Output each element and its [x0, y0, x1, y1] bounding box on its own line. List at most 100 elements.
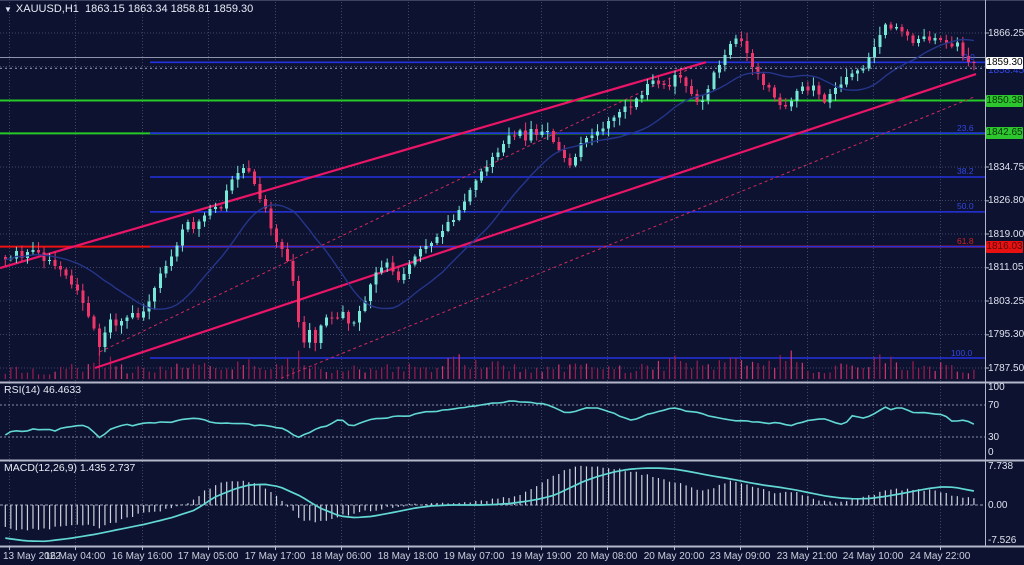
- candle-body: [225, 190, 229, 209]
- candle-body: [413, 256, 417, 265]
- volume-bar: [392, 372, 394, 379]
- candle-body: [922, 36, 926, 40]
- candle-body: [108, 319, 112, 333]
- volume-bar: [851, 365, 853, 379]
- symbol-ohlc-values: 1863.15 1863.34 1858.81 1859.30: [85, 3, 254, 15]
- volume-bar: [187, 367, 189, 379]
- volume-bar: [286, 358, 289, 379]
- time-axis-label[interactable]: 19 May 07:00: [443, 551, 505, 562]
- candle-body: [562, 150, 566, 158]
- volume-bar: [170, 367, 172, 379]
- volume-bar: [4, 373, 6, 379]
- volume-bar: [790, 350, 792, 379]
- volume-bar: [967, 373, 969, 379]
- volume-bar: [674, 355, 676, 379]
- candle-body: [778, 97, 782, 105]
- volume-bar: [203, 363, 206, 379]
- price-marker-box: 1859.30: [986, 56, 1023, 69]
- time-axis-label[interactable]: 18 May 06:00: [310, 551, 372, 562]
- volume-bar: [530, 372, 532, 379]
- candle-body: [457, 209, 461, 221]
- volume-bar: [602, 369, 604, 379]
- candle-body: [131, 312, 135, 318]
- volume-bar: [430, 372, 433, 379]
- time-axis-label[interactable]: 16 May 04:00: [44, 551, 106, 562]
- time-axis-label[interactable]: 17 May 05:00: [177, 551, 239, 562]
- candle-body: [191, 222, 195, 230]
- volume-bar: [264, 370, 267, 379]
- candle-body: [485, 166, 489, 172]
- volume-bar: [569, 364, 571, 379]
- volume-bar: [685, 362, 687, 379]
- symbol-info-bar: ▼ XAUUSD,H1 1863.15 1863.34 1858.81 1859.…: [4, 3, 253, 15]
- volume-bar: [934, 370, 936, 379]
- time-axis-label[interactable]: 23 May 09:00: [709, 551, 771, 562]
- candle-body: [894, 27, 898, 29]
- candle-body: [629, 106, 633, 108]
- volume-bar: [740, 360, 743, 379]
- price-tick-label: 1787.50: [988, 362, 1024, 374]
- candle-body: [513, 135, 517, 137]
- candle-body: [147, 301, 151, 312]
- volume-bar: [358, 369, 361, 379]
- volume-bar: [973, 369, 975, 379]
- macd-signal-line: [5, 467, 975, 543]
- macd-tick-label: -7.526: [988, 534, 1017, 546]
- candle-body: [75, 284, 79, 291]
- candle-body: [529, 128, 533, 141]
- volume-bar: [619, 365, 621, 379]
- candle-body: [839, 84, 843, 88]
- volume-bar: [807, 370, 809, 379]
- candle-body: [773, 87, 777, 98]
- candle-body: [25, 251, 29, 259]
- symbol-dropdown-icon[interactable]: ▼: [4, 5, 12, 14]
- candle-body: [535, 128, 539, 135]
- volume-bar: [314, 365, 316, 379]
- candle-body: [623, 106, 627, 112]
- candle-body: [822, 94, 826, 103]
- time-axis-label[interactable]: 23 May 21:00: [776, 551, 838, 562]
- candle-body: [70, 275, 74, 285]
- volume-bar: [109, 356, 112, 379]
- volume-bar: [198, 365, 200, 379]
- candle-body: [728, 43, 732, 55]
- volume-bar: [646, 365, 648, 379]
- candle-body: [14, 250, 18, 259]
- candle-body: [341, 311, 345, 319]
- time-axis-label[interactable]: 18 May 18:00: [377, 551, 439, 562]
- time-axis-label[interactable]: 24 May 22:00: [909, 551, 971, 562]
- volume-bar: [829, 372, 831, 379]
- volume-bar: [115, 366, 117, 379]
- candle-body: [690, 85, 694, 95]
- volume-bar: [126, 373, 128, 379]
- volume-bar: [37, 374, 40, 379]
- time-axis-label[interactable]: 17 May 17:00: [244, 551, 306, 562]
- time-axis-label[interactable]: 20 May 08:00: [576, 551, 638, 562]
- candle-body: [767, 84, 771, 88]
- time-axis-label[interactable]: 20 May 20:00: [643, 551, 705, 562]
- volume-bar: [873, 356, 875, 379]
- volume-bar: [60, 366, 62, 379]
- volume-bar: [840, 363, 842, 379]
- volume-bar: [724, 362, 726, 379]
- price-marker-box: 1842.65: [986, 127, 1023, 140]
- time-axis-label[interactable]: 19 May 19:00: [510, 551, 572, 562]
- candle-body: [286, 248, 290, 261]
- volume-bar: [834, 365, 837, 379]
- candle-body: [861, 68, 865, 71]
- volume-bar: [209, 366, 211, 379]
- candle-body: [263, 199, 267, 209]
- volume-bar: [220, 369, 222, 379]
- candle-body: [795, 90, 799, 101]
- candle-body: [203, 215, 207, 222]
- candle-body: [701, 100, 705, 103]
- time-axis-label[interactable]: 24 May 10:00: [842, 551, 904, 562]
- time-axis-label[interactable]: 13 May 2022: [3, 551, 61, 562]
- volume-bar: [215, 367, 217, 379]
- candle-body: [59, 265, 63, 270]
- candle-body: [972, 62, 976, 64]
- candle-body: [668, 84, 671, 87]
- volume-bar: [785, 361, 787, 379]
- time-axis-label[interactable]: 16 May 16:00: [111, 551, 173, 562]
